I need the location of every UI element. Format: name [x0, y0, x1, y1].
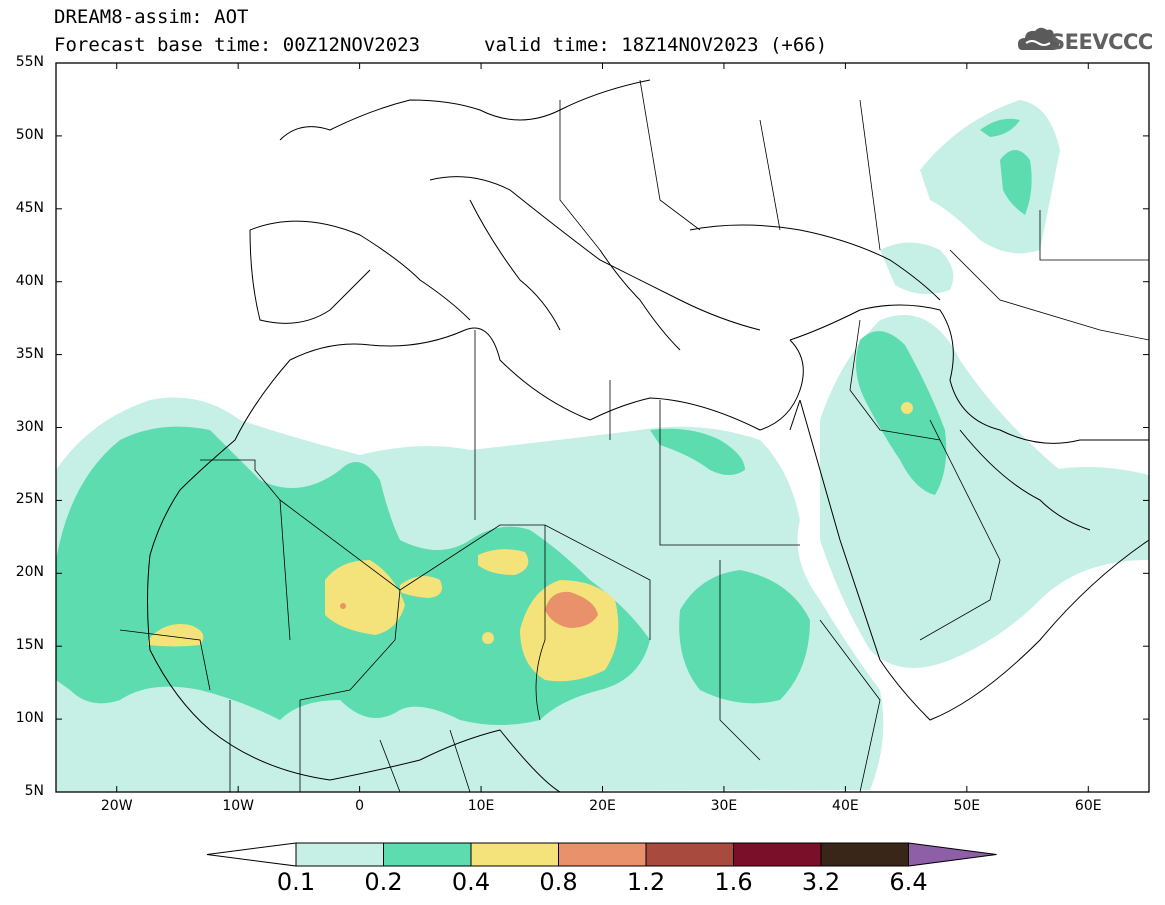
colorbar-box	[645, 842, 734, 867]
lat-tick-label: 20N	[15, 564, 44, 581]
coastlines	[147, 79, 1149, 792]
colorbar-box	[820, 842, 909, 867]
lon-tick-label: 20E	[589, 798, 616, 814]
lon-tick-label: 20W	[100, 798, 133, 814]
colorbar-label: 1.2	[626, 868, 666, 896]
lon-tick-label: 10W	[222, 798, 254, 814]
colorbar-label: 3.2	[801, 868, 841, 896]
colorbar-label: 0.1	[276, 868, 316, 896]
aot-level-0.8	[340, 591, 598, 628]
borders	[119, 79, 1149, 792]
lat-tick-label: 55N	[15, 54, 44, 70]
lat-tick-label: 25N	[15, 491, 44, 508]
lat-tick-label: 15N	[15, 637, 44, 654]
colorbar-over-triangle	[908, 842, 997, 867]
colorbar-label: 0.2	[364, 868, 403, 896]
chart-title: DREAM8-assim: AOT	[54, 6, 249, 28]
lat-tick-label: 30N	[15, 418, 44, 435]
cloud-icon	[1018, 27, 1060, 50]
colorbar-box	[558, 842, 647, 867]
colorbar-label: 6.4	[889, 868, 928, 896]
lon-tick-label: 10E	[467, 798, 495, 814]
colorbar-box	[470, 842, 559, 867]
lon-tick-label: 60E	[1074, 798, 1102, 814]
lat-tick-label: 45N	[15, 199, 44, 216]
lon-tick-label: 30E	[710, 798, 738, 814]
lat-tick-label: 50N	[15, 126, 44, 143]
lat-tick-label: 40N	[15, 272, 44, 289]
lon-tick-label: 40E	[832, 798, 859, 814]
lon-tick-label: 0	[355, 798, 365, 814]
colorbar-under-triangle	[206, 842, 297, 867]
lon-tick-label: 50E	[953, 798, 981, 814]
colorbar-label: 0.8	[539, 868, 578, 896]
colorbar-label: 1.6	[714, 868, 753, 896]
lat-tick-label: 35N	[15, 345, 44, 362]
colorbar-box	[733, 842, 822, 867]
forecast-base-time: Forecast base time: 00Z12NOV2023	[54, 34, 421, 56]
valid-time: valid time: 18Z14NOV2023 (+66)	[484, 34, 828, 56]
lat-tick-label: 10N	[15, 710, 44, 727]
aot-level-0.4	[148, 402, 913, 682]
colorbar-label: 0.4	[451, 868, 491, 896]
colorbar-box	[383, 842, 472, 867]
lat-tick-label: 5N	[24, 783, 44, 799]
colorbar-box	[295, 842, 384, 867]
logo-text: SEEVCCC	[1050, 30, 1153, 54]
